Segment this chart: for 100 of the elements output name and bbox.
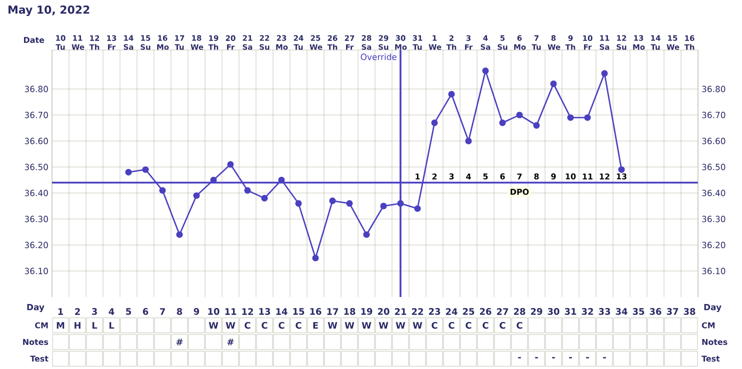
point [125,168,132,176]
point [363,231,370,238]
text: E [313,322,318,329]
text: C [466,322,472,329]
point [567,114,574,121]
text: - [569,357,572,358]
x-tick-label: 37 [666,308,678,315]
y-tick-label: 36.50 [24,164,48,170]
x-tick-label: 5 [126,308,131,315]
x-tick-label: 25 [462,308,474,315]
x-tick-label: 10 [208,308,220,315]
point [227,161,234,168]
point [295,200,302,207]
x-tick-label: 1 [58,308,64,315]
x-tick-label: 20 [378,308,390,315]
point [499,120,506,126]
x-tick-label: 8 [176,308,182,315]
point [601,70,608,77]
point [584,114,591,121]
point [448,90,455,98]
point [261,194,268,202]
x-axis-title: Day [704,304,722,312]
x-tick-label: 33 [598,308,610,315]
x-tick-label: 26 [480,308,492,315]
text: C [244,322,250,329]
text: C [500,322,506,329]
x-tick-label: 19 [361,308,372,315]
x-tick-label: 30 [548,308,560,315]
x-tick-label: 31 [564,308,576,315]
x-tick-label: 38 [684,308,696,315]
x-tick-label: 9 [194,308,200,315]
x-tick-label: 11 [225,308,236,315]
point [618,166,625,173]
x-tick-label: 35 [632,308,644,315]
text: # [176,338,183,346]
x-tick-label: 27 [496,308,508,315]
point [550,80,557,88]
text: L [92,322,98,329]
text: C [516,322,522,329]
point [176,231,183,238]
y-tick-label: 36.30 [24,216,48,222]
x-tick-label: 21 [394,308,406,315]
text: # [227,338,234,346]
point [193,192,200,199]
text: C [278,322,284,329]
point [142,166,149,173]
point [397,200,404,207]
x-tick-label: 2 [75,308,80,315]
x-tick-label: 18 [344,308,356,315]
y-tick-label: 36.10 [24,268,48,274]
text: C [296,322,302,329]
x-tick-label: 13 [259,308,270,315]
x-tick-label: 16 [310,308,322,315]
text: - [603,357,606,358]
x-tick-label: 28 [514,308,526,315]
point [533,122,540,129]
point [244,187,251,194]
x-tick-label: 4 [108,308,114,315]
x-tick-label: 7 [160,308,165,315]
text: - [552,357,555,358]
point [312,254,319,262]
text: - [586,357,589,358]
y-tick-label: 36.40 [24,190,48,196]
text: Day [27,304,44,312]
text: W [362,322,372,329]
point [329,198,336,204]
y-tick-label: 36.20 [24,242,48,248]
x-tick-label: 14 [276,308,288,315]
text: - [518,357,521,358]
y-tick-label: 36.60 [24,138,48,144]
text: W [396,322,406,329]
text: W [344,322,354,329]
x-tick-label: 24 [446,308,458,315]
text: C [432,322,438,329]
chart-title: May 10, 2022 [8,6,90,16]
x-tick-label: 12 [242,308,253,315]
x-tick-label: 32 [582,308,593,315]
x-tick-label: 3 [92,308,97,315]
y-tick-label: 36.70 [24,112,48,118]
point [482,68,489,74]
point [414,205,421,212]
text: C [262,322,268,329]
x-tick-label: 23 [428,308,440,315]
text: M [56,322,64,329]
point [159,187,166,194]
x-tick-label: 34 [616,308,628,315]
y-tick-label: 36.80 [24,86,48,92]
point [516,112,523,118]
text: H [74,322,80,329]
text: W [208,322,218,329]
ref-line-label: Override [360,54,397,60]
point [346,200,353,207]
text: W [412,322,422,329]
text: L [109,322,114,329]
x-tick-label: 36 [650,308,662,315]
x-tick-label: 22 [412,308,423,315]
text: C [482,322,488,329]
x-tick-label: 15 [293,308,304,315]
text: - [535,357,538,358]
text: W [378,322,388,329]
